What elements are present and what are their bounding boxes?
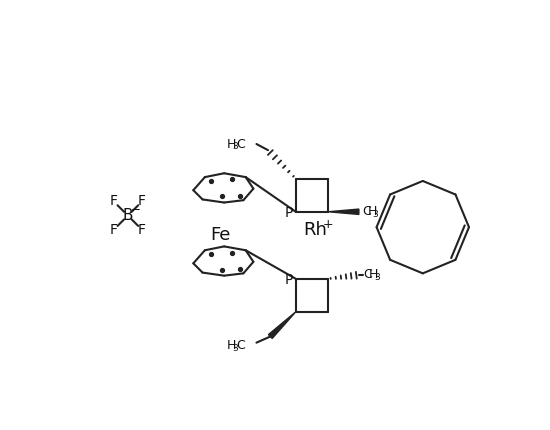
Text: F: F bbox=[109, 223, 118, 237]
Text: 3: 3 bbox=[233, 344, 238, 353]
Text: F: F bbox=[109, 194, 118, 209]
Text: B: B bbox=[123, 208, 133, 223]
Text: −: − bbox=[131, 203, 140, 216]
Text: F: F bbox=[138, 223, 146, 237]
Polygon shape bbox=[268, 312, 296, 338]
Text: C: C bbox=[236, 138, 245, 150]
Text: H: H bbox=[367, 205, 377, 218]
Text: Fe: Fe bbox=[210, 226, 230, 244]
Text: H: H bbox=[227, 339, 236, 352]
Text: 3: 3 bbox=[375, 273, 380, 282]
Text: Rh: Rh bbox=[303, 221, 327, 239]
Text: H: H bbox=[369, 268, 378, 281]
Text: C: C bbox=[364, 268, 372, 281]
Text: P: P bbox=[284, 273, 293, 287]
Polygon shape bbox=[328, 209, 359, 215]
Text: +: + bbox=[323, 218, 333, 230]
Text: C: C bbox=[236, 339, 245, 352]
Text: 3: 3 bbox=[233, 142, 238, 151]
Text: 3: 3 bbox=[373, 209, 378, 218]
Text: P: P bbox=[284, 206, 293, 220]
Text: F: F bbox=[138, 194, 146, 209]
Text: H: H bbox=[227, 138, 236, 150]
Text: C: C bbox=[362, 205, 371, 218]
